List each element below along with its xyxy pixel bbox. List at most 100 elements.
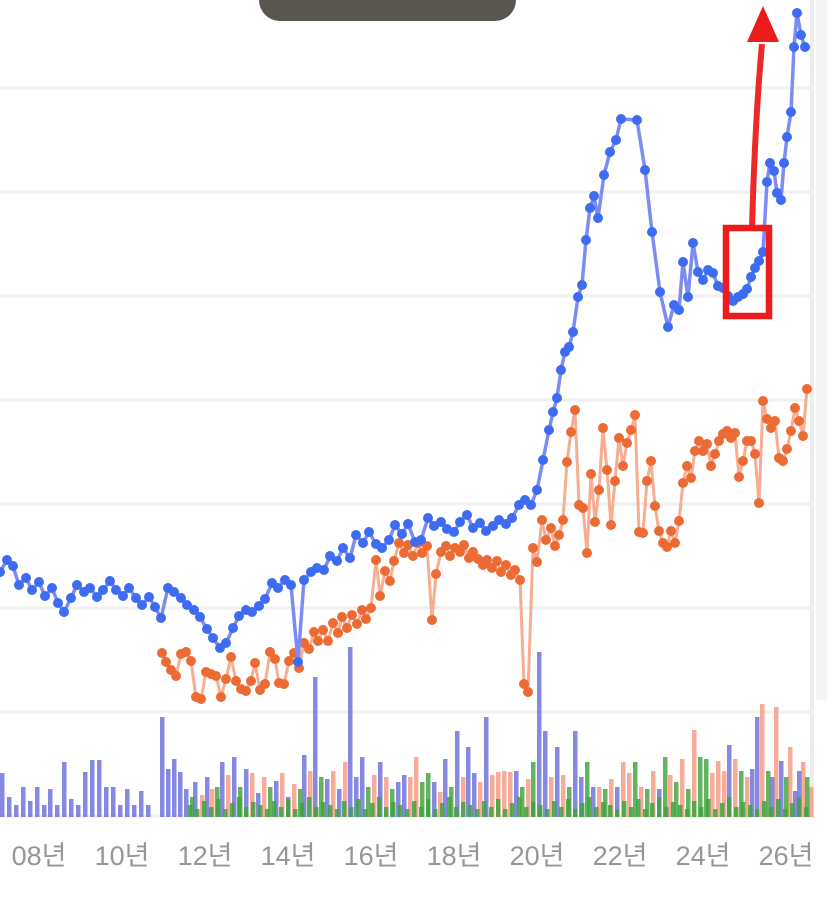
blue-line-point — [137, 600, 147, 610]
volume-bar — [597, 787, 602, 817]
blue-line-point — [247, 607, 257, 617]
blue-line-point — [655, 287, 665, 297]
orange-line-point — [682, 461, 692, 471]
volume-bar-green-floor — [237, 797, 242, 817]
volume-bar-green-floor — [307, 797, 312, 817]
volume-bar-green-floor — [272, 801, 277, 817]
orange-line-point — [492, 556, 502, 566]
blue-line-point — [544, 425, 554, 435]
orange-line-point — [304, 644, 314, 654]
blue-line-point — [782, 132, 792, 142]
x-axis-tick-label: 24년 — [676, 841, 731, 871]
volume-bar-green-floor — [489, 807, 494, 817]
volume-bar — [83, 772, 88, 817]
blue-line-point — [674, 305, 684, 315]
orange-line-point — [662, 542, 672, 552]
volume-bar — [716, 761, 721, 817]
annotation-arrowhead-icon — [747, 6, 779, 42]
volume-bar-green-floor — [335, 809, 340, 817]
volume-bar — [520, 787, 525, 817]
volume-bar — [426, 773, 431, 817]
blue-line-point — [552, 393, 562, 403]
orange-line-point — [231, 676, 241, 686]
blue-line-point — [397, 529, 407, 539]
orange-line-point — [626, 425, 636, 435]
volume-bar-green-floor — [321, 802, 326, 817]
volume-bar-green-floor — [293, 809, 298, 817]
volume-bar — [178, 772, 183, 817]
blue-line-point — [532, 485, 542, 495]
blue-line-point — [273, 583, 283, 593]
volume-bar — [766, 771, 771, 817]
volume-bar-green-floor — [692, 801, 697, 817]
blue-line-point — [789, 42, 799, 52]
blue-line-point — [377, 543, 387, 553]
volume-bar-green-floor — [405, 809, 410, 817]
volume-bar — [784, 777, 789, 817]
volume-bar — [274, 781, 279, 817]
volume-bar-green-floor — [300, 803, 305, 817]
blue-line-point — [663, 322, 673, 332]
volume-bar-green-floor — [685, 809, 690, 817]
orange-line-point — [408, 551, 418, 561]
blue-line-point — [678, 257, 688, 267]
volume-bar-green-floor — [706, 799, 711, 817]
volume-bar — [686, 789, 691, 817]
volume-bar — [193, 782, 198, 817]
blue-line-point — [647, 227, 657, 237]
volume-bar — [733, 759, 738, 817]
blue-line-point — [526, 500, 536, 510]
volume-bar — [531, 762, 536, 817]
orange-line-point — [630, 410, 640, 420]
volume-bar-green-floor — [657, 797, 662, 817]
volume-bar — [172, 759, 177, 817]
orange-line-point — [690, 446, 700, 456]
orange-line-point — [706, 461, 716, 471]
volume-bar-green-floor — [622, 801, 627, 817]
orange-line-point — [618, 461, 628, 471]
volume-bar — [561, 775, 566, 817]
orange-line-point — [171, 671, 181, 681]
volume-bar — [755, 717, 760, 817]
volume-bar — [651, 771, 656, 817]
volume-bar — [220, 762, 225, 817]
volume-bar-green-floor — [734, 807, 739, 817]
orange-line-point — [734, 472, 744, 482]
blue-line-point — [585, 203, 595, 213]
volume-bar-green-floor — [580, 803, 585, 817]
volume-bar — [319, 777, 324, 817]
volume-bar-green-floor — [447, 797, 452, 817]
orange-line-point — [342, 623, 352, 633]
volume-bar — [35, 787, 40, 817]
orange-line-point — [638, 528, 648, 538]
volume-bar-green-floor — [468, 805, 473, 817]
blue-line-point — [762, 177, 772, 187]
orange-line-point — [445, 551, 455, 561]
volume-bar-green-floor — [384, 807, 389, 817]
orange-line-point — [710, 449, 720, 459]
volume-bar — [337, 789, 342, 817]
blue-line-point — [8, 561, 18, 571]
volume-bar — [250, 773, 255, 817]
orange-line-point — [598, 423, 608, 433]
tooltip-bubble-cutoff[interactable] — [259, 0, 516, 21]
volume-bar — [343, 762, 348, 817]
blue-line-point — [698, 275, 708, 285]
orange-line-point — [337, 612, 347, 622]
volume-bar-green-floor — [517, 797, 522, 817]
orange-line-point — [614, 433, 624, 443]
orange-line-point — [678, 478, 688, 488]
blue-line-point — [640, 165, 650, 175]
volume-bar-green-floor — [643, 809, 648, 817]
orange-line-point — [328, 618, 338, 628]
volume-bar — [7, 797, 12, 817]
orange-line-point — [361, 614, 371, 624]
volume-bar — [633, 762, 638, 817]
volume-bar-green-floor — [573, 809, 578, 817]
volume-bar-green-floor — [727, 797, 732, 817]
blue-line-point — [293, 657, 303, 667]
volume-bar-green-floor — [720, 803, 725, 817]
volume-bar — [674, 782, 679, 817]
blue-line-point — [182, 600, 192, 610]
